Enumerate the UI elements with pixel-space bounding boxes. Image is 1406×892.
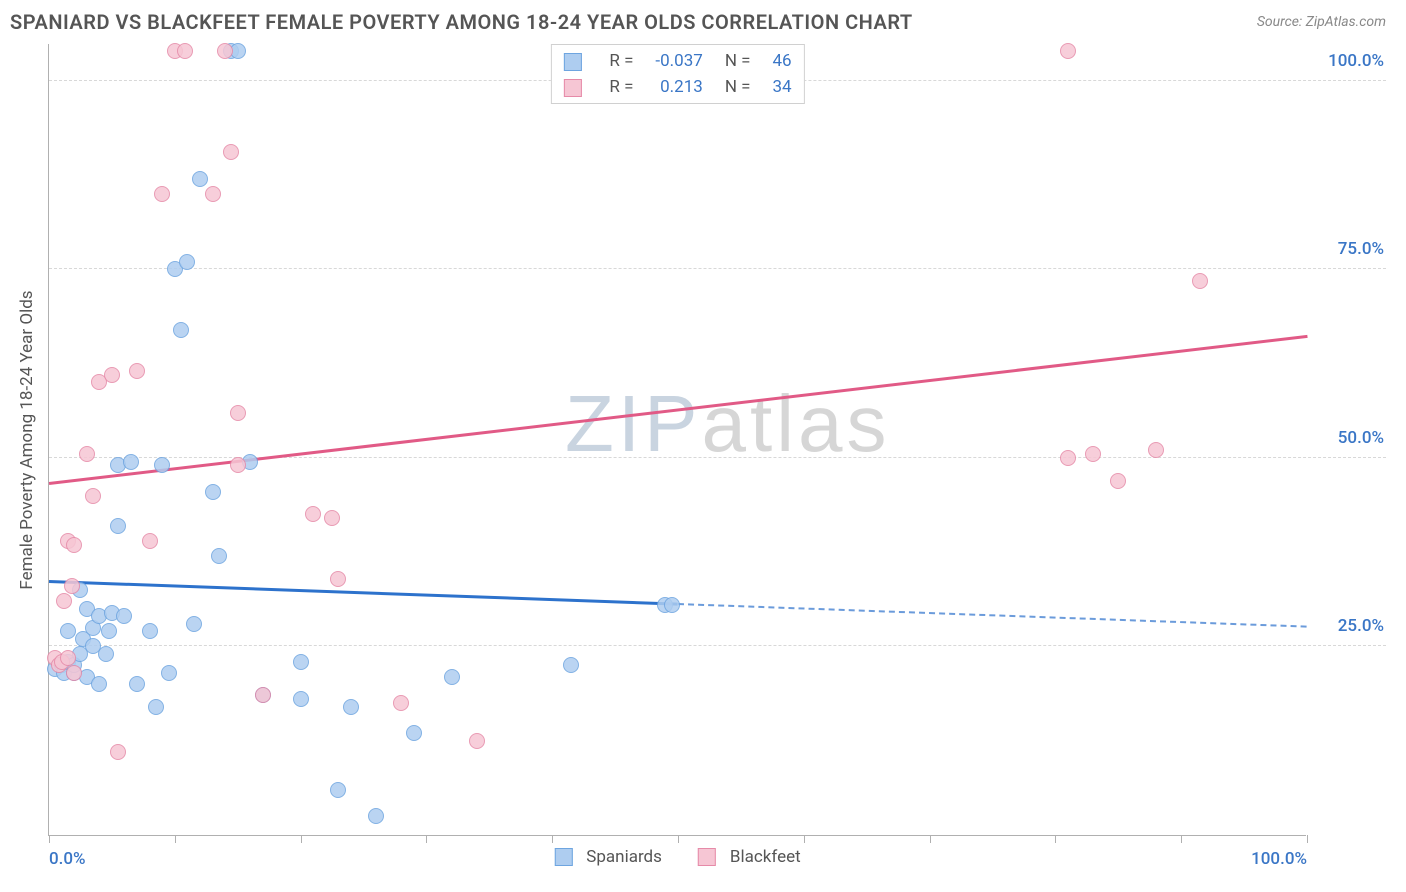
data-point bbox=[110, 518, 126, 534]
y-tick-label: 100.0% bbox=[1328, 51, 1384, 71]
data-point bbox=[217, 43, 233, 59]
x-tick-label: 100.0% bbox=[1251, 849, 1307, 869]
data-point bbox=[343, 699, 359, 715]
data-point bbox=[110, 744, 126, 760]
data-point bbox=[469, 733, 485, 749]
data-point bbox=[186, 616, 202, 632]
data-point bbox=[205, 186, 221, 202]
data-point bbox=[98, 646, 114, 662]
x-tick bbox=[552, 835, 553, 843]
data-point bbox=[101, 623, 117, 639]
data-point bbox=[230, 457, 246, 473]
data-point bbox=[368, 808, 384, 824]
x-tick bbox=[678, 835, 679, 843]
data-point bbox=[305, 506, 321, 522]
data-point bbox=[230, 405, 246, 421]
data-point bbox=[66, 537, 82, 553]
y-axis-label: Female Poverty Among 18-24 Year Olds bbox=[17, 290, 37, 589]
data-point bbox=[154, 186, 170, 202]
x-tick bbox=[930, 835, 931, 843]
legend-row: R =0.213N =34 bbox=[553, 75, 801, 99]
data-point bbox=[177, 43, 193, 59]
data-point bbox=[406, 725, 422, 741]
data-point bbox=[1148, 442, 1164, 458]
data-point bbox=[293, 654, 309, 670]
y-tick-label: 50.0% bbox=[1338, 428, 1384, 448]
data-point bbox=[154, 457, 170, 473]
data-point bbox=[64, 578, 80, 594]
data-point bbox=[123, 454, 139, 470]
data-point bbox=[324, 510, 340, 526]
series-legend: Spaniards Blackfeet bbox=[554, 847, 800, 867]
data-point bbox=[393, 695, 409, 711]
x-tick bbox=[1055, 835, 1056, 843]
data-point bbox=[142, 533, 158, 549]
x-tick-label: 0.0% bbox=[49, 849, 86, 869]
data-point bbox=[223, 144, 239, 160]
data-point bbox=[148, 699, 164, 715]
data-point bbox=[85, 488, 101, 504]
data-point bbox=[179, 254, 195, 270]
data-point bbox=[664, 597, 680, 613]
data-point bbox=[116, 608, 132, 624]
data-point bbox=[56, 593, 72, 609]
y-tick-label: 25.0% bbox=[1338, 616, 1384, 636]
gridline bbox=[49, 268, 1386, 269]
x-tick bbox=[301, 835, 302, 843]
legend-item: Spaniards bbox=[554, 847, 662, 867]
data-point bbox=[66, 665, 82, 681]
data-point bbox=[129, 676, 145, 692]
chart-title: SPANIARD VS BLACKFEET FEMALE POVERTY AMO… bbox=[10, 10, 913, 34]
data-point bbox=[142, 623, 158, 639]
data-point bbox=[330, 782, 346, 798]
data-point bbox=[1085, 446, 1101, 462]
data-point bbox=[91, 676, 107, 692]
trend-line bbox=[49, 580, 678, 605]
data-point bbox=[293, 691, 309, 707]
data-point bbox=[1060, 450, 1076, 466]
data-point bbox=[1192, 273, 1208, 289]
data-point bbox=[330, 571, 346, 587]
data-point bbox=[129, 363, 145, 379]
data-point bbox=[1110, 473, 1126, 489]
watermark-zip: ZIP bbox=[565, 379, 701, 468]
trend-line bbox=[678, 603, 1307, 628]
y-tick-label: 75.0% bbox=[1338, 239, 1384, 259]
data-point bbox=[60, 650, 76, 666]
data-point bbox=[104, 367, 120, 383]
x-tick bbox=[1181, 835, 1182, 843]
data-point bbox=[211, 548, 227, 564]
data-point bbox=[444, 669, 460, 685]
legend-row: R =-0.037N =46 bbox=[553, 49, 801, 73]
data-point bbox=[192, 171, 208, 187]
legend-item: Blackfeet bbox=[698, 847, 801, 867]
x-tick bbox=[804, 835, 805, 843]
watermark-atlas: atlas bbox=[702, 379, 891, 468]
gridline bbox=[49, 645, 1386, 646]
data-point bbox=[205, 484, 221, 500]
source-attribution: Source: ZipAtlas.com bbox=[1257, 14, 1386, 30]
data-point bbox=[173, 322, 189, 338]
data-point bbox=[161, 665, 177, 681]
x-tick bbox=[1307, 835, 1308, 843]
x-tick bbox=[175, 835, 176, 843]
data-point bbox=[255, 687, 271, 703]
data-point bbox=[79, 446, 95, 462]
data-point bbox=[60, 623, 76, 639]
scatter-chart: Female Poverty Among 18-24 Year Olds ZIP… bbox=[48, 44, 1306, 836]
x-tick bbox=[49, 835, 50, 843]
data-point bbox=[1060, 43, 1076, 59]
data-point bbox=[563, 657, 579, 673]
correlation-legend: R =-0.037N =46R =0.213N =34 bbox=[550, 44, 804, 104]
x-tick bbox=[426, 835, 427, 843]
